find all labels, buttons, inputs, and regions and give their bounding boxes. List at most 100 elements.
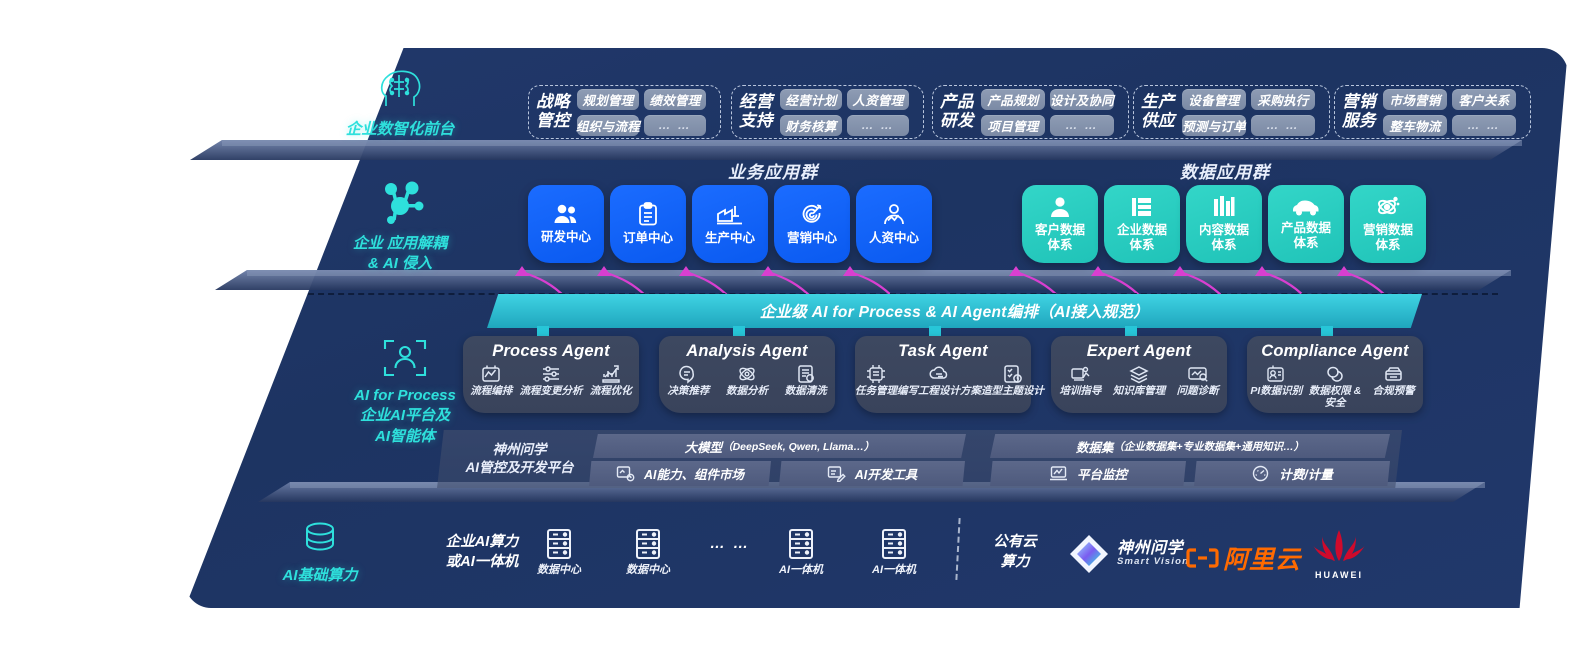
agent-item[interactable]: 流程变更分析 (520, 364, 583, 398)
group-name-operation: 经营 支持 (739, 92, 773, 130)
platform-bar-label: AI开发工具 (854, 468, 918, 482)
agent-item[interactable]: 问题诊断 (1168, 364, 1227, 398)
agent-item[interactable]: 流程优化 (583, 364, 640, 398)
platform-bar-dataset[interactable]: 数据集 （企业数据集+专业数据集+通用知识…） (990, 434, 1390, 458)
aliyun-logo-name: 阿里云 (1223, 546, 1302, 574)
person-scan-icon (383, 339, 427, 377)
aliyun-logo[interactable]: 阿里云 (1186, 540, 1301, 576)
agent-card-expert[interactable]: Expert Agent 培训指导 知识库管理 问题诊断 (1051, 336, 1227, 413)
pill-item-more[interactable]: … … (644, 114, 706, 136)
agent-item-caption: 知识库管理 (1112, 385, 1166, 397)
server-icon (789, 529, 813, 559)
data-card-marketing[interactable]: 营销数据 体系 (1350, 185, 1426, 263)
pill-item-more[interactable]: … … (847, 114, 909, 136)
data-card-enterprise[interactable]: 企业数据 体系 (1104, 185, 1180, 263)
infra-item-ai-appliance-1[interactable]: AI一体机 (775, 528, 827, 578)
data-card-product[interactable]: 产品数据 体系 (1268, 185, 1344, 263)
app-card-label: 订单中心 (622, 231, 673, 245)
layer-label-text-line1: AI for Process (354, 387, 456, 404)
pill-item[interactable]: 人资管理 (847, 88, 909, 110)
group-name-marketing-service: 营销 服务 (1342, 92, 1376, 130)
shenzhou-logo[interactable]: 神州问学 Smart Vision (1068, 533, 1189, 575)
agent-item[interactable]: 编写工程设计方案 (897, 364, 981, 398)
agent-card-analysis[interactable]: Analysis Agent 决策推荐 数据分析 (659, 336, 835, 413)
pill-item[interactable]: 财务核算 (780, 114, 842, 136)
domain-group-strategy[interactable]: 战略 管控 规划管理 绩效管理 组织与流程 … … (528, 85, 721, 139)
pill-item[interactable]: 客户关系 (1452, 88, 1516, 110)
agent-item[interactable]: 数据权限 & 安全 (1306, 364, 1365, 409)
agent-card-task[interactable]: Task Agent 任务管理 编写工程设计方案 (855, 336, 1044, 413)
domain-group-product-rd[interactable]: 产品 研发 产品规划 设计及协同 项目管理 … … (932, 85, 1129, 139)
layer-label-app-decoupling: 企业 应用解耦 & AI 侵入 (300, 180, 500, 275)
caption-line1: 数据权限 & (1308, 385, 1362, 397)
domain-group-operation[interactable]: 经营 支持 经营计划 人资管理 财务核算 … … (731, 85, 924, 139)
domain-group-marketing-service[interactable]: 营销 服务 市场营销 客户关系 整车物流 … … (1334, 85, 1531, 139)
app-card-marketing-center[interactable]: 营销中心 (774, 185, 850, 263)
infra-item-ai-appliance-2[interactable]: AI一体机 (868, 528, 920, 578)
infra-enterprise-compute-text: 企业AI算力 或AI一体机 (412, 533, 552, 572)
clipboard-icon (639, 202, 657, 226)
app-card-rd-center[interactable]: 研发中心 (528, 185, 604, 263)
agent-item[interactable]: 流程编排 (463, 364, 520, 398)
platform-bar-billing[interactable]: 计费/计量 (1194, 461, 1390, 486)
data-card-content[interactable]: 内容数据 体系 (1186, 185, 1262, 263)
pill-item[interactable]: 绩效管理 (644, 88, 706, 110)
pill-item[interactable]: 项目管理 (981, 114, 1045, 136)
layer-label-text-line2: & AI 侵入 (367, 255, 433, 273)
pill-item[interactable]: 整车物流 (1383, 114, 1447, 136)
platform-bar-dev-tool[interactable]: AI开发工具 (779, 461, 965, 486)
infra-item-datacenter-2[interactable]: 数据中心 (622, 528, 674, 578)
pill-item-more[interactable]: … … (1452, 114, 1516, 136)
pill-item-more[interactable]: … … (1251, 114, 1315, 136)
agent-item[interactable]: 培训指导 (1051, 364, 1110, 398)
monitor-icon (1049, 465, 1068, 482)
app-card-label: 人资中心 (868, 230, 919, 245)
app-card-hr-center[interactable]: 人资中心 (856, 185, 932, 263)
gauge-icon (1251, 465, 1270, 482)
design-check-icon (1003, 365, 1022, 383)
shenzhou-logo-sub: Smart Vision (1117, 556, 1190, 568)
sliders-icon (543, 366, 559, 382)
infra-text-line2: 或AI一体机 (445, 553, 519, 570)
app-card-order-center[interactable]: 订单中心 (610, 185, 686, 263)
business-group-title: 业务应用群 (728, 163, 818, 182)
agent-item[interactable]: 知识库管理 (1110, 364, 1169, 398)
pill-item[interactable]: 组织与流程 (576, 114, 640, 136)
domain-group-production-supply[interactable]: 生产 供应 设备管理 采购执行 预测与订单 … … (1133, 85, 1330, 139)
infra-item-label: 数据中心 (626, 564, 670, 576)
agent-card-compliance[interactable]: Compliance Agent PI数据识别 数据权限 & 安全 (1247, 336, 1423, 413)
agent-item[interactable]: 合规预警 (1364, 364, 1423, 409)
caption-line2: 安全 (1324, 396, 1346, 409)
pill-item[interactable]: 经营计划 (780, 88, 842, 110)
agent-item[interactable]: PI数据识别 (1247, 364, 1306, 409)
agent-card-process[interactable]: Process Agent 流程编排 流程变更分析 (463, 336, 639, 413)
pill-item[interactable]: 设计及协同 (1050, 88, 1114, 110)
agent-item[interactable]: 决策推荐 (659, 364, 718, 398)
dev-tool-icon (827, 465, 846, 482)
pill-item[interactable]: 产品规划 (981, 88, 1045, 110)
platform-bar-ai-market[interactable]: AI能力、组件市场 (589, 461, 771, 486)
platform-bar-monitor[interactable]: 平台监控 (990, 461, 1186, 486)
agent-item[interactable]: 任务管理 (855, 364, 897, 398)
infra-item-datacenter-1[interactable]: 数据中心 (533, 528, 585, 578)
pill-item[interactable]: 采购执行 (1251, 88, 1315, 110)
agent-item-caption: 数据分析 (726, 385, 768, 397)
pill-item-more[interactable]: … … (1050, 114, 1114, 136)
diagnose-icon (1187, 367, 1208, 382)
pill-item[interactable]: 规划管理 (577, 88, 639, 110)
target-icon (802, 204, 822, 223)
huawei-logo[interactable]: HUAWEI (1310, 528, 1368, 580)
app-card-label: 研发中心 (540, 230, 591, 244)
platform-bar-llm[interactable]: 大模型 （DeepSeek, Qwen, Llama…） (593, 434, 966, 458)
pill-item[interactable]: 设备管理 (1182, 88, 1246, 110)
app-card-production-center[interactable]: 生产中心 (692, 185, 768, 263)
agent-item[interactable]: 数据分析 (718, 364, 777, 398)
agent-item[interactable]: 数据清洗 (776, 364, 835, 398)
pill-item[interactable]: 预测与订单 (1182, 114, 1246, 136)
data-card-customer[interactable]: 客户数据 体系 (1022, 185, 1098, 263)
ai-orchestration-banner[interactable]: 企业级 AI for Process & AI Agent编排（AI接入规范） (487, 294, 1422, 328)
pill-item[interactable]: 市场营销 (1383, 88, 1447, 110)
layer-label-text-line1: 企业 应用解耦 (352, 235, 448, 252)
agent-item[interactable]: 造型主题设计 (981, 364, 1044, 398)
agent-item-caption: 数据权限 & 安全 (1308, 385, 1362, 409)
